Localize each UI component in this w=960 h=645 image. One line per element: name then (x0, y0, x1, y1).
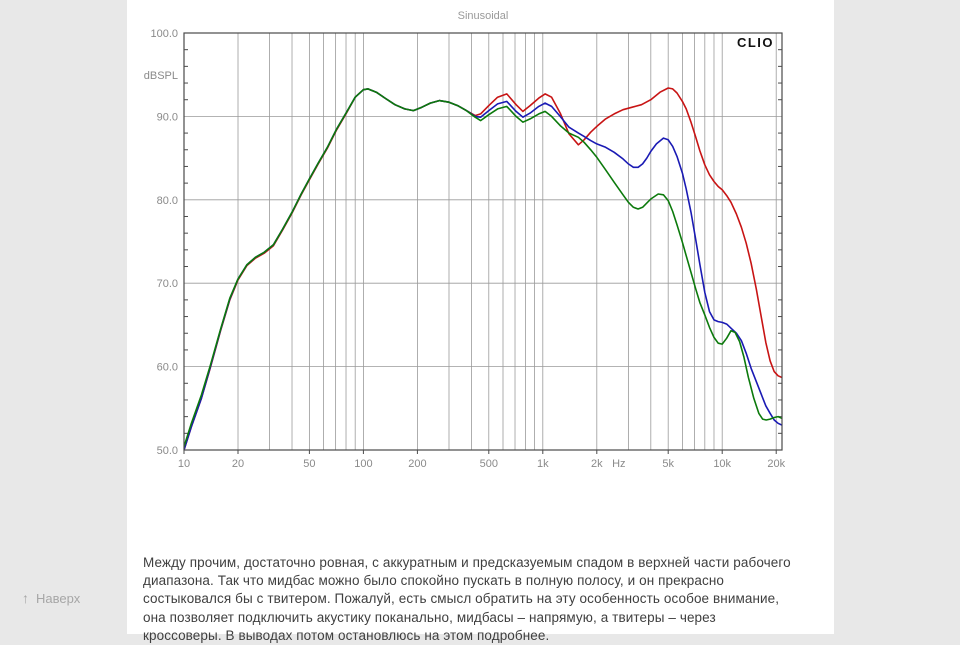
plot-frame (184, 33, 782, 450)
x-tick-label: 10 (178, 458, 190, 470)
x-tick-label: 100 (354, 458, 372, 470)
blue-curve (184, 89, 782, 450)
y-axis-unit: dBSPL (144, 70, 178, 82)
x-tick-label: 20k (767, 458, 785, 470)
back-to-top-link[interactable]: ↑ Наверх (22, 590, 80, 606)
x-tick-label: 1k (537, 458, 549, 470)
green-curve (184, 89, 782, 447)
clio-logo: CLIO (737, 35, 774, 50)
y-tick-label: 60.0 (157, 362, 178, 374)
y-tick-label: 70.0 (157, 278, 178, 290)
y-tick-label: 80.0 (157, 195, 178, 207)
frequency-response-chart: Sinusoidal 100.0 90.0 80.0 70.0 60.0 50.0 dBSPL… (127, 0, 834, 505)
chart-canvas: Sinusoidal 100.0 90.0 80.0 70.0 60.0 50.0 dBSPL… (127, 0, 834, 505)
article-paragraph: Между прочим, достаточно ровная, с аккур… (143, 554, 798, 645)
x-tick-label: 2k (591, 458, 603, 470)
x-tick-label: 500 (480, 458, 498, 470)
x-tick-label: 200 (408, 458, 426, 470)
x-tick-label: 20 (232, 458, 244, 470)
chart-title: Sinusoidal (458, 10, 509, 22)
red-curve (184, 88, 782, 450)
y-tick-label: 50.0 (157, 445, 178, 457)
x-tick-label: 5k (662, 458, 674, 470)
back-to-top-label: Наверх (36, 591, 80, 606)
up-arrow-icon: ↑ (22, 590, 29, 606)
x-axis-unit: Hz (612, 458, 625, 470)
x-tick-label: 50 (303, 458, 315, 470)
y-tick-label: 100.0 (150, 28, 178, 40)
y-tick-label: 90.0 (157, 111, 178, 123)
content-panel: Sinusoidal 100.0 90.0 80.0 70.0 60.0 50.0 dBSPL… (127, 0, 834, 634)
x-tick-label: 10k (713, 458, 731, 470)
